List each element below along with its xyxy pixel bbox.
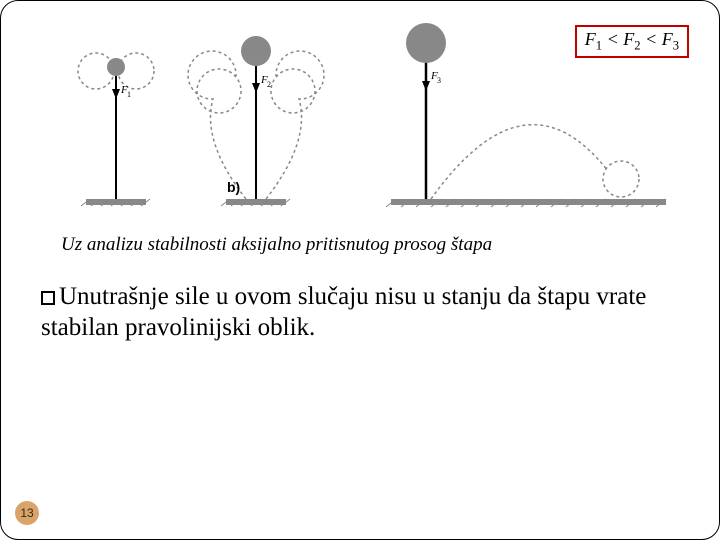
- page-number-badge: 13: [15, 501, 39, 525]
- figure-caption: Uz analizu stabilnosti aksijalno pritisn…: [61, 234, 492, 256]
- svg-text:3: 3: [437, 76, 441, 85]
- svg-text:2: 2: [267, 80, 271, 89]
- column-3: F 3: [386, 23, 666, 207]
- body-text-content: Unutrašnje sile u ovom slučaju nisu u st…: [41, 283, 646, 341]
- body-paragraph: Unutrašnje sile u ovom slučaju nisu u st…: [41, 281, 681, 344]
- diagram-area: F 1 F 2: [41, 21, 681, 211]
- bullet-square-icon: [41, 291, 55, 305]
- panel-label-b: b): [227, 179, 240, 195]
- column-1: F 1: [78, 53, 154, 206]
- buckling-diagram-svg: F 1 F 2: [41, 21, 681, 211]
- svg-text:1: 1: [127, 90, 131, 99]
- column-2: F 2: [188, 36, 324, 206]
